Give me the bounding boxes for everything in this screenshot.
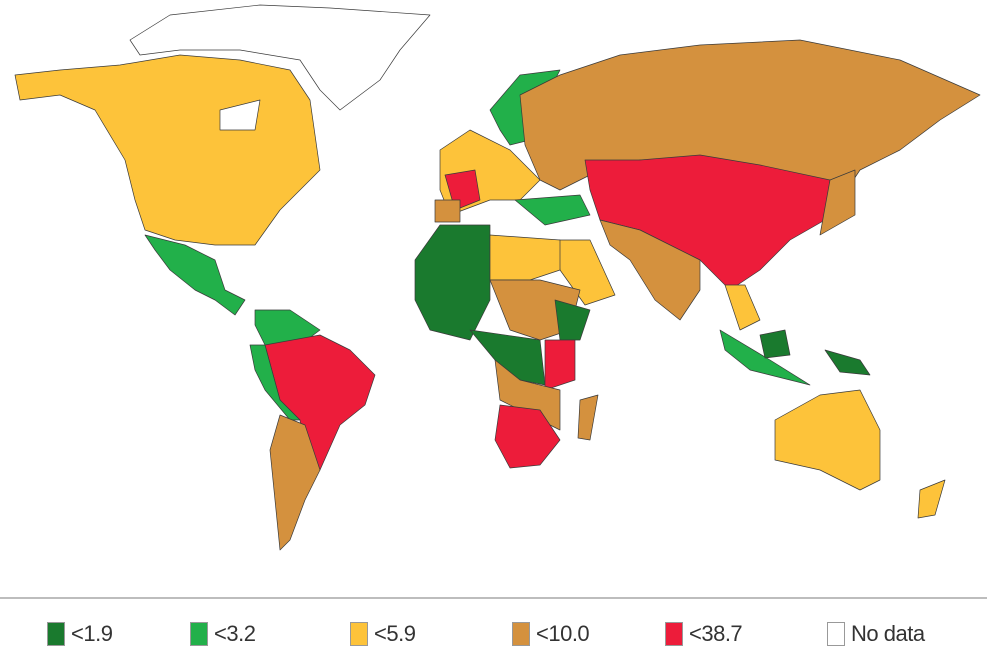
legend-item: No data (827, 621, 925, 647)
region-japan (819, 169, 856, 236)
region-new-guinea (824, 349, 871, 376)
legend-label: <3.2 (214, 621, 256, 646)
region-central-africa (469, 329, 546, 386)
region-iberia (434, 199, 461, 223)
region-southern-africa (494, 359, 561, 431)
legend-item: <1.9 (47, 621, 113, 647)
legend-swatch (190, 622, 208, 646)
region-south-africa (494, 404, 561, 469)
region-new-zealand (917, 479, 946, 519)
legend-item: <5.9 (350, 621, 416, 647)
region-southeast-asia (724, 284, 761, 331)
legend-swatch (350, 622, 368, 646)
region-australia (774, 389, 881, 491)
region-north-america (14, 54, 321, 246)
region-india (599, 219, 701, 321)
legend-divider (0, 597, 987, 599)
region-southern-cone (269, 414, 321, 551)
legend-swatch (512, 622, 530, 646)
world-choropleth-map (14, 4, 981, 551)
legend-label: <10.0 (536, 621, 590, 646)
region-madagascar (577, 394, 599, 441)
legend-label: <38.7 (689, 621, 743, 646)
region-north-africa (414, 224, 491, 341)
region-china-central-asia (584, 154, 831, 291)
legend-swatch (827, 622, 845, 646)
legend-item: <38.7 (665, 621, 743, 647)
region-mexico-central-america (144, 234, 246, 316)
legend-label: <1.9 (71, 621, 113, 646)
legend-item: <3.2 (190, 621, 256, 647)
region-turkey (514, 194, 591, 226)
region-western-south-america (249, 344, 301, 421)
legend-label: <5.9 (374, 621, 416, 646)
legend-item: <10.0 (512, 621, 590, 647)
legend: <1.9 <3.2 <5.9 <10.0 <38.7 No data (0, 599, 987, 667)
region-ethiopia (554, 299, 591, 341)
region-borneo (759, 329, 791, 359)
region-hudson-bay (219, 99, 261, 131)
legend-label: No data (851, 621, 925, 646)
region-libya-egypt (489, 234, 561, 281)
legend-swatch (47, 622, 65, 646)
region-east-africa (544, 339, 576, 391)
legend-swatch (665, 622, 683, 646)
region-greenland (129, 4, 431, 111)
